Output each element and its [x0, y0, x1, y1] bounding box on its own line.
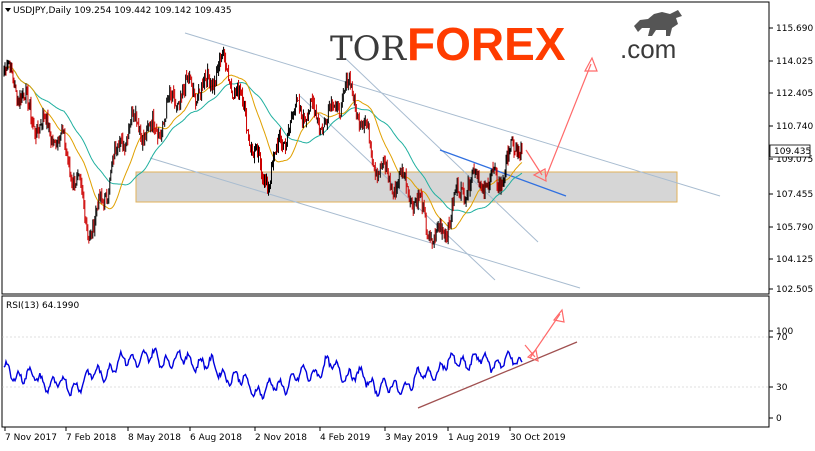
collapse-triangle-icon — [5, 8, 11, 12]
price-overlays — [149, 32, 721, 289]
date-tick-label: 2 Nov 2018 — [255, 433, 307, 443]
price-tick-label: 105.790 — [776, 223, 813, 233]
rsi-header-text: RSI(13) 64.1990 — [6, 301, 79, 311]
date-tick-label: 8 May 2018 — [128, 433, 181, 443]
price-forecast-arrows — [525, 56, 598, 183]
date-tick-label: 1 Aug 2019 — [448, 433, 500, 443]
channel-lower-line — [149, 157, 581, 289]
rsi-trendline — [417, 341, 578, 409]
ma-slow-path — [3, 66, 523, 214]
rsi-arrow-up-head — [552, 308, 565, 323]
price-tick-label: 109.075 — [776, 155, 813, 165]
date-axis-ticks: 7 Nov 2017 7 Feb 2018 8 May 2018 6 Aug 2018… — [4, 427, 566, 443]
rsi-tick-label: 100 — [776, 327, 793, 337]
price-header: USDJPY,Daily 109.254 109.442 109.142 109… — [5, 6, 232, 16]
arrow-up-head — [583, 56, 598, 72]
candles — [3, 46, 523, 249]
date-tick-label: 7 Feb 2018 — [66, 433, 117, 443]
price-panel-frame — [1, 1, 770, 295]
date-tick-label: 4 Feb 2019 — [320, 433, 371, 443]
arrow-down-head — [532, 168, 547, 183]
price-header-text: USDJPY,Daily 109.254 109.442 109.142 109… — [13, 6, 232, 16]
date-tick-label: 7 Nov 2017 — [5, 433, 57, 443]
price-tick-label: 114.025 — [776, 57, 813, 67]
moving-average-slow — [3, 66, 523, 214]
rsi-arrow-down-shaft — [524, 344, 536, 358]
price-tick-label: 107.455 — [776, 190, 813, 200]
arrow-down-shaft — [525, 149, 543, 176]
logo-text-tor: TOR — [330, 29, 408, 69]
date-tick-label: 6 Aug 2018 — [190, 433, 242, 443]
price-tick-label: 112.405 — [776, 89, 813, 99]
bull-logo-icon — [634, 10, 682, 36]
price-tick-label: 115.690 — [776, 24, 813, 34]
last-price-marker: 109.435 — [769, 144, 811, 158]
date-tick-label: 3 May 2019 — [385, 433, 438, 443]
last-price-box — [769, 144, 811, 158]
torforex-logo: TOR FOREX .com — [330, 10, 682, 70]
arrow-up-shaft — [545, 63, 592, 178]
rsi-panel-frame — [1, 295, 770, 428]
price-tick-label: 102.505 — [776, 285, 813, 295]
rsi-forecast-arrows — [524, 308, 565, 362]
price-tick-label: 110.740 — [776, 122, 813, 132]
rsi-path — [3, 347, 523, 401]
date-tick-label: 30 Oct 2019 — [510, 433, 566, 443]
rsi-tick-label: 30 — [776, 383, 788, 393]
rsi-arrow-down-head — [526, 348, 539, 362]
rsi-tick-label: 70 — [776, 333, 788, 343]
rsi-line — [3, 347, 523, 401]
ma-fast-path — [3, 66, 523, 230]
rsi-tick-label: 0 — [776, 414, 782, 424]
logo-text-forex: FOREX — [407, 18, 566, 70]
price-trendline — [439, 149, 567, 197]
last-price-label: 109.435 — [774, 147, 811, 157]
channel-upper-line — [184, 32, 721, 197]
price-axis-ticks: 115.690 114.025 112.405 110.740 109.075 107.4… — [769, 24, 813, 295]
price-tick-label: 104.125 — [776, 255, 813, 265]
moving-average-fast — [3, 66, 523, 230]
logo-text-com: .com — [620, 34, 676, 64]
